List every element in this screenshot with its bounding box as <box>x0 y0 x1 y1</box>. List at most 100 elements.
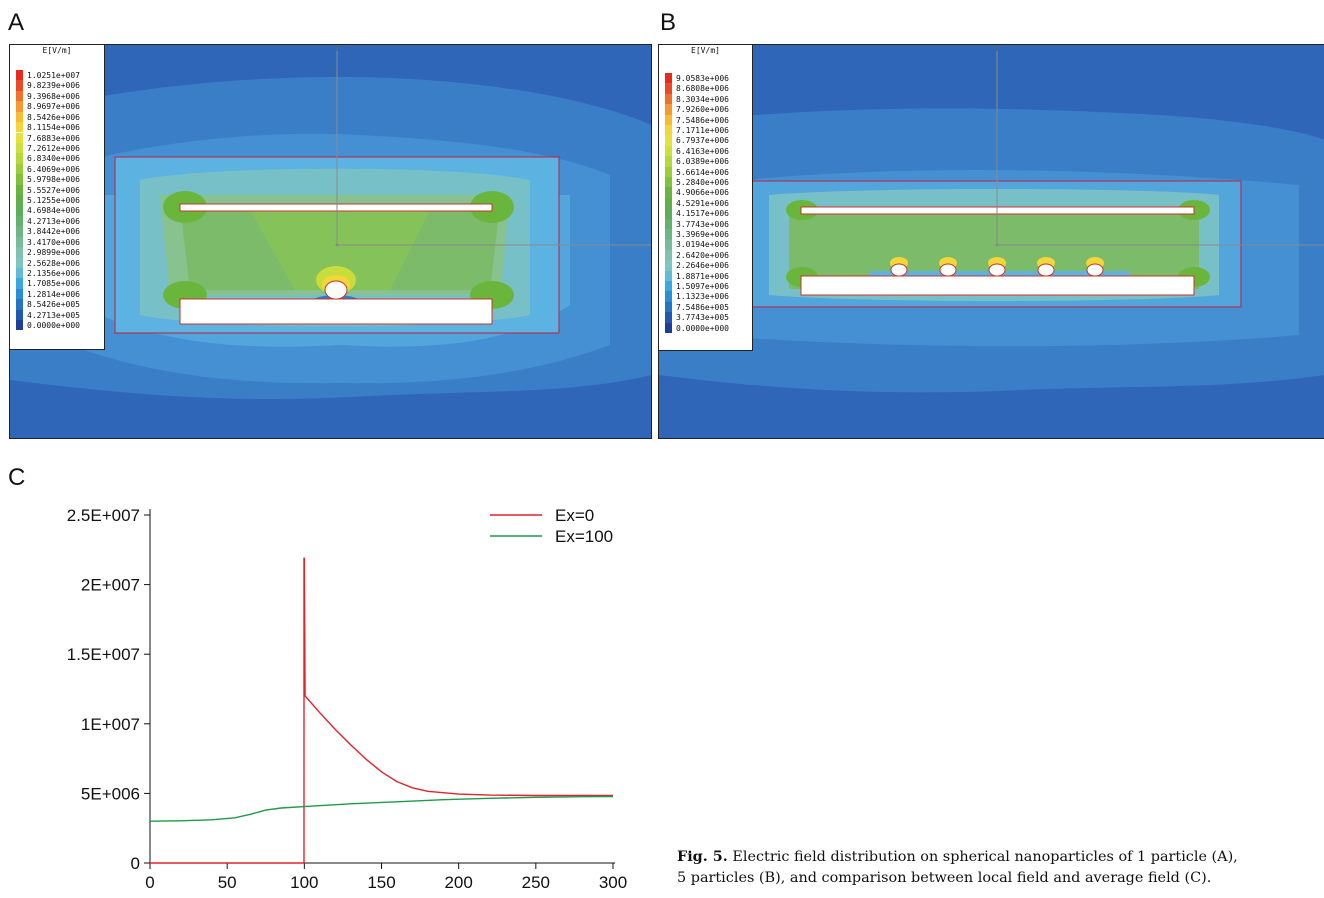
axis-label-b: Y <box>995 45 1000 53</box>
legend-swatch <box>665 93 672 105</box>
legend-swatch <box>665 322 672 333</box>
legend-entry: 1.1323e+006 <box>659 291 752 302</box>
legend-value: 8.1154e+006 <box>27 123 80 133</box>
legend-value: 4.9066e+006 <box>676 188 729 198</box>
legend-entry: 5.6614e+006 <box>659 166 752 177</box>
legend-value: 0.0000e+000 <box>27 321 80 331</box>
legend-value: 5.1255e+006 <box>27 196 80 206</box>
legend-swatch <box>16 174 23 185</box>
legend-value: 4.2713e+005 <box>27 310 80 320</box>
legend-value: 2.9899e+006 <box>27 248 80 258</box>
legend-swatch <box>665 291 672 302</box>
legend-value: 2.2646e+006 <box>676 261 729 271</box>
legend-value: 8.6808e+006 <box>676 84 729 94</box>
y-tick-label: 1.5E+007 <box>67 645 140 664</box>
legend-value: 5.5527e+006 <box>27 185 80 195</box>
legend-entry: 5.1255e+006 <box>10 195 104 206</box>
legend-swatch <box>665 239 672 250</box>
legend-entry: 7.5486e+005 <box>659 301 752 313</box>
legend-swatch <box>665 301 672 313</box>
field-map-b-image <box>659 45 1324 438</box>
legend-swatch <box>665 114 672 125</box>
legend-swatch <box>665 125 672 136</box>
legend-swatch <box>16 90 23 102</box>
series-line-ex-100 <box>149 795 614 822</box>
series-line-ex-0 <box>150 557 613 864</box>
legend-entry: 3.4170e+006 <box>10 236 104 248</box>
legend-value: 7.5486e+005 <box>676 302 729 312</box>
field-map-a-image <box>10 45 651 438</box>
legend-value: 4.6984e+006 <box>27 206 80 216</box>
legend-swatch <box>16 153 23 164</box>
caption-line-1: Fig. 5. Electric field distribution on s… <box>677 846 1322 868</box>
legend-value: 3.7743e+005 <box>676 313 729 323</box>
x-tick-label: 50 <box>218 873 237 892</box>
legend-swatch <box>665 104 672 115</box>
legend-value: 2.1356e+006 <box>27 268 80 278</box>
legend-value: 9.3968e+006 <box>27 91 80 101</box>
legend-value: 1.0251e+007 <box>27 71 80 80</box>
legend-label: Ex=0 <box>555 506 594 525</box>
legend-entry: 8.6808e+006 <box>659 83 752 94</box>
x-tick-label: 0 <box>145 873 154 892</box>
legend-entry: 4.2713e+006 <box>10 215 104 227</box>
legend-value: 6.4163e+006 <box>676 146 729 156</box>
legend-swatch <box>16 215 23 227</box>
x-tick-label: 100 <box>290 873 318 892</box>
legend-swatch <box>16 257 23 268</box>
panel-label-b: B <box>660 9 677 36</box>
legend-value: 3.8442e+006 <box>27 227 80 237</box>
legend-entry: 7.2612e+006 <box>10 142 104 154</box>
legend-b-title: E[V/m] <box>691 46 720 55</box>
chart-c: 0 5E+006 1E+007 1.5E+007 2E+007 2.5E+007 0 50 10… <box>67 506 627 892</box>
legend-entry: 7.6883e+006 <box>10 132 104 143</box>
legend-entry: 6.4069e+006 <box>10 163 104 175</box>
legend-entry: 7.5486e+006 <box>659 114 752 125</box>
legend-entry: 4.9066e+006 <box>659 187 752 198</box>
legend-swatch <box>665 166 672 177</box>
legend-entry: 3.0194e+006 <box>659 239 752 250</box>
legend-entry: 3.3969e+006 <box>659 229 752 240</box>
legend-value: 8.5426e+005 <box>27 300 80 310</box>
legend-value: 1.2814e+006 <box>27 289 80 299</box>
legend-swatch <box>665 281 672 292</box>
legend-entry: 6.8340e+006 <box>10 153 104 164</box>
legend-swatch <box>665 145 672 157</box>
legend-value: 1.1323e+006 <box>676 292 729 302</box>
legend-entry: 4.6984e+006 <box>10 205 104 216</box>
legend-swatch <box>16 278 23 289</box>
legend-entry: 6.0389e+006 <box>659 156 752 167</box>
legend-swatch <box>665 187 672 198</box>
legend-entry: 4.1517e+006 <box>659 208 752 219</box>
legend-value: 6.0389e+006 <box>676 157 729 167</box>
legend-swatch <box>665 270 672 281</box>
legend-swatch <box>16 70 23 81</box>
legend-a-title: E[V/m] <box>42 46 72 55</box>
legend-entry: 8.5426e+006 <box>10 111 104 123</box>
legend-value: 3.0194e+006 <box>676 240 729 250</box>
legend-value: 6.4069e+006 <box>27 164 80 174</box>
legend-swatch <box>16 226 23 237</box>
caption-text-1: Electric field distribution on spherical… <box>732 849 1238 865</box>
legend-value: 7.6883e+006 <box>27 133 80 143</box>
legend-entry: 2.2646e+006 <box>659 260 752 271</box>
legend-value: 3.3969e+006 <box>676 230 729 239</box>
legend-value: 8.5426e+006 <box>27 112 80 122</box>
legend-entry: 1.7085e+006 <box>10 278 104 289</box>
legend-swatch <box>665 135 672 146</box>
legend-swatch <box>16 122 23 133</box>
legend-entry: 7.1711e+006 <box>659 125 752 136</box>
legend-swatch <box>665 156 672 167</box>
legend-swatch <box>665 249 672 261</box>
x-tick-label: 250 <box>522 873 550 892</box>
legend-swatch <box>16 142 23 154</box>
legend-entry: 2.1356e+006 <box>10 267 104 279</box>
y-tick-label: 2.5E+007 <box>67 506 140 525</box>
legend-entry: 3.7743e+005 <box>659 312 752 323</box>
legend-swatch <box>665 73 672 84</box>
legend-value: 1.8871e+006 <box>676 271 729 281</box>
legend-value: 6.8340e+006 <box>27 154 80 164</box>
legend-swatch <box>665 312 672 323</box>
legend-value: 9.8239e+006 <box>27 81 80 91</box>
legend-swatch <box>16 247 23 258</box>
